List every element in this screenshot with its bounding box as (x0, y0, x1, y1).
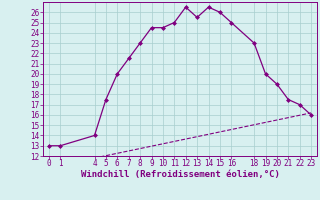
X-axis label: Windchill (Refroidissement éolien,°C): Windchill (Refroidissement éolien,°C) (81, 170, 279, 179)
